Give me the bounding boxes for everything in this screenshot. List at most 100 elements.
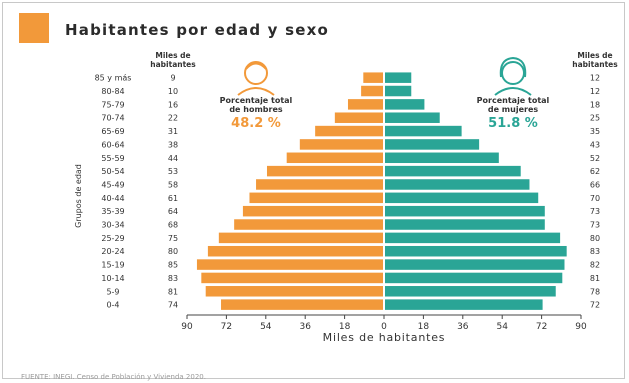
men-bar (315, 125, 383, 137)
men-bar (256, 179, 383, 190)
women-value-label: 70 (590, 194, 600, 203)
women-value-label: 35 (590, 127, 600, 136)
men-value-label: 85 (168, 261, 178, 270)
population-pyramid-chart: Habitantes por edad y sexo Miles dehabit… (19, 13, 618, 344)
left-header-line1: Miles de (155, 51, 190, 60)
men-value-label: 22 (168, 114, 178, 123)
age-group-label: 45-49 (101, 180, 124, 189)
women-value-label: 73 (590, 207, 600, 216)
men-bar (347, 99, 383, 110)
x-tick-label: 0 (381, 322, 387, 332)
men-value-label: 38 (168, 140, 178, 149)
men-bar (363, 72, 383, 83)
women-bar (385, 152, 499, 164)
x-tick-label: 18 (418, 322, 430, 332)
men-bar (201, 272, 383, 284)
age-group-label: 50-54 (101, 167, 124, 176)
men-value-label: 74 (168, 301, 178, 310)
x-tick-label: 72 (536, 322, 547, 332)
women-value-label: 81 (590, 274, 600, 283)
women-bar (385, 205, 545, 217)
women-bar (385, 232, 561, 244)
age-group-label: 20-24 (101, 247, 124, 256)
women-bar (385, 99, 425, 110)
women-bar (385, 272, 563, 284)
x-tick-label: 54 (260, 322, 272, 332)
women-bar (385, 85, 412, 97)
men-bars (196, 72, 383, 310)
chart-title: Habitantes por edad y sexo (65, 21, 329, 39)
women-value-label: 73 (590, 221, 600, 230)
women-value-label: 43 (590, 140, 600, 149)
women-bar (385, 219, 545, 230)
x-tick-label: 90 (181, 322, 193, 332)
women-value-label: 18 (590, 100, 600, 109)
men-percent-label-line2: de hombres (229, 105, 283, 114)
age-group-label: 75-79 (101, 100, 124, 109)
men-value-label: 80 (168, 247, 178, 256)
men-percent-label: Porcentaje total (220, 96, 293, 105)
women-bar (385, 245, 567, 257)
right-header-line1: Miles de (577, 51, 612, 60)
men-value-label: 83 (168, 274, 178, 283)
woman-icon (494, 56, 532, 96)
women-bar (385, 72, 412, 83)
left-header-line2: habitantes (150, 60, 196, 69)
x-tick-label: 18 (339, 322, 351, 332)
x-tick-label: 36 (457, 322, 469, 332)
women-bar (385, 179, 530, 190)
men-value-label: 68 (168, 221, 178, 230)
men-value-label: 58 (168, 180, 178, 189)
men-value-labels: 9 10 16 22 31 38 44 53 58 61 64 68 75 80 85 83 81 74 (168, 74, 178, 310)
women-value-label: 82 (590, 261, 600, 270)
x-tick-label: 90 (575, 322, 587, 332)
women-bar (385, 286, 556, 297)
men-bar (361, 85, 383, 97)
men-value-label: 44 (168, 154, 178, 163)
right-header-line2: habitantes (572, 60, 618, 69)
age-group-label: 5-9 (106, 287, 119, 296)
age-group-label: 80-84 (101, 87, 124, 96)
men-bar (218, 232, 383, 244)
women-bar (385, 112, 440, 123)
title-accent-square (19, 13, 49, 43)
age-group-label: 0-4 (106, 301, 119, 310)
men-bar (205, 286, 383, 297)
women-value-label: 83 (590, 247, 600, 256)
age-group-label: 40-44 (101, 194, 124, 203)
x-axis-ticks: 90 72 54 36 18 0 18 36 54 72 90 (181, 315, 587, 332)
x-tick-label: 72 (221, 322, 232, 332)
men-bar (234, 219, 383, 230)
women-value-label: 78 (590, 287, 600, 296)
men-value-label: 10 (168, 87, 178, 96)
age-group-label: 10-14 (101, 274, 124, 283)
men-bar (196, 259, 383, 270)
men-bar (286, 152, 383, 164)
men-value-label: 16 (168, 100, 178, 109)
men-value-label: 61 (168, 194, 178, 203)
age-group-label: 30-34 (101, 221, 124, 230)
women-value-label: 62 (590, 167, 600, 176)
women-percent-value: 51.8 % (488, 116, 538, 131)
women-bar (385, 259, 565, 270)
men-bar (266, 165, 383, 177)
men-bar (221, 299, 383, 310)
men-value-label: 64 (168, 207, 178, 216)
y-axis-label: Grupos de edad (74, 164, 83, 228)
age-group-label: 55-59 (101, 154, 124, 163)
women-bars (385, 72, 567, 310)
men-bar (207, 245, 383, 257)
age-group-label: 25-29 (101, 234, 124, 243)
men-percent-value: 48.2 % (231, 116, 281, 131)
men-bar (299, 139, 383, 150)
age-group-label: 85 y más (95, 74, 132, 83)
x-tick-label: 36 (299, 322, 311, 332)
women-bar (385, 165, 521, 177)
women-value-label: 72 (590, 301, 600, 310)
women-bar (385, 139, 480, 150)
age-group-label: 65-69 (101, 127, 124, 136)
source-note: FUENTE: INEGI. Censo de Población y Vivi… (21, 373, 206, 381)
men-bar (249, 192, 383, 204)
age-group-label: 60-64 (101, 140, 124, 149)
